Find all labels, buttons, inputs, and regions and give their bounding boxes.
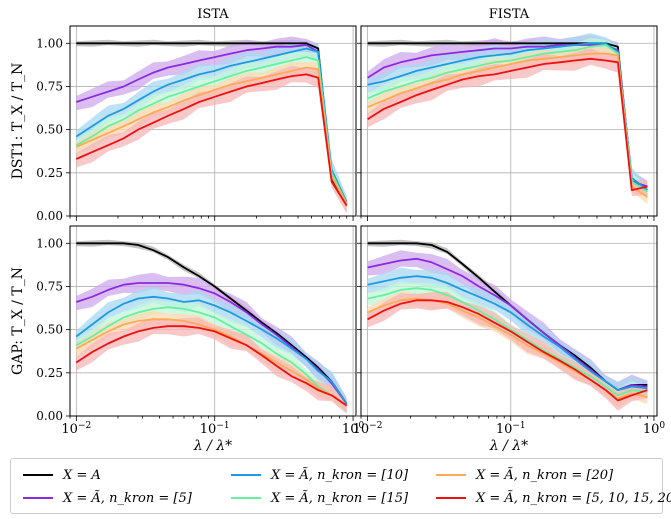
series-line: [75, 325, 348, 407]
x-tick-label: 10−1: [496, 421, 526, 437]
legend-swatch-k10: [231, 474, 261, 476]
series-band: [76, 65, 347, 214]
y-tick-label: 1.00: [36, 36, 63, 50]
series-line: [367, 287, 648, 397]
series-line: [367, 275, 648, 392]
x-tick-label: 100: [342, 421, 365, 437]
legend-label-k10: X = Ã, n_kron = [10]: [271, 467, 409, 483]
legend-item-k5-10-15-20: X = Ã, n_kron = [5, 10, 15, 20]: [436, 488, 671, 508]
series-line: [76, 42, 348, 205]
y-tick-label: 0.75: [36, 79, 63, 93]
legend-item-a: X = A: [23, 465, 101, 485]
y-axis-label: DST1: T_X / T_N: [10, 63, 26, 180]
x-tick-label: 10−2: [61, 421, 91, 437]
x-tick-label: 10−1: [200, 421, 230, 437]
panel-title: ISTA: [197, 7, 229, 22]
legend-item-k20: X = Ã, n_kron = [20]: [436, 465, 613, 485]
series-line: [367, 42, 648, 191]
legend-label-a: X = A: [63, 467, 101, 483]
legend-label-k20: X = Ã, n_kron = [20]: [476, 467, 614, 483]
legend-label-k5: X = Ã, n_kron = [5]: [63, 490, 192, 506]
y-tick-label: 0.00: [36, 409, 63, 423]
panel-3: 0.00 0.25 0.50 0.75 1.00 10−2 10−1 100 λ / λ* GAP…: [10, 225, 365, 454]
legend: X = A X = Ã, n_kron = [5] X = Ã, n_kron …: [10, 458, 671, 514]
y-tick-label: 0.00: [36, 209, 63, 223]
series-line: [75, 66, 348, 205]
y-tick-label: 0.25: [36, 166, 63, 180]
legend-swatch-a: [23, 474, 53, 476]
series-line: [367, 299, 648, 402]
panel-frame: [69, 225, 357, 417]
panel-frame: [360, 25, 658, 217]
panel-frame: [360, 225, 658, 417]
plot-area: [367, 239, 648, 411]
panel-title: FISTA: [489, 7, 530, 22]
legend-label-k15: X = Ã, n_kron = [15]: [271, 490, 409, 506]
x-tick-label: 100: [643, 421, 666, 437]
legend-item-k10: X = Ã, n_kron = [10]: [231, 465, 408, 485]
x-tick-label: 10−2: [353, 421, 383, 437]
series-line: [75, 56, 348, 205]
y-tick-label: 0.50: [36, 123, 63, 137]
legend-swatch-k5-10-15-20: [436, 497, 466, 499]
legend-swatch-k20: [436, 474, 466, 476]
series-band: [367, 48, 648, 197]
plot-area: [75, 36, 348, 214]
series-band: [76, 317, 347, 414]
x-axis-label: λ / λ*: [193, 438, 232, 454]
legend-swatch-k5: [23, 497, 53, 499]
series-line: [75, 318, 348, 407]
legend-item-k5: X = Ã, n_kron = [5]: [23, 488, 192, 508]
series-band: [76, 36, 347, 213]
y-tick-label: 0.75: [36, 279, 63, 293]
plot-area: [367, 33, 648, 204]
legend-swatch-k15: [231, 497, 261, 499]
series-line: [76, 44, 348, 205]
series-line: [75, 73, 348, 207]
y-tick-label: 1.00: [36, 236, 63, 250]
x-axis-label: λ / λ*: [489, 438, 528, 454]
series-line: [76, 242, 348, 405]
y-tick-label: 0.50: [36, 323, 63, 337]
series-line: [75, 47, 348, 203]
series-line: [75, 295, 348, 405]
panel-4: 10−2 10−1 100 λ / λ*: [353, 225, 666, 454]
series-band: [76, 300, 347, 413]
panel-1: 0.00 0.25 0.50 0.75 1.00 ISTA DST1: T_X / T_N: [10, 7, 357, 223]
plot-area: [75, 239, 348, 414]
panel-2: FISTA: [357, 7, 658, 221]
series-line: [367, 52, 648, 198]
panel-frame: [69, 25, 357, 217]
y-axis-label: GAP: T_X / T_N: [10, 267, 26, 375]
y-tick-label: 0.25: [36, 366, 63, 380]
series-line: [75, 306, 348, 407]
legend-label-k5-10-15-20: X = Ã, n_kron = [5, 10, 15, 20]: [476, 490, 671, 506]
legend-item-k15: X = Ã, n_kron = [15]: [231, 488, 408, 508]
series-line: [367, 57, 648, 192]
series-line: [367, 44, 648, 193]
